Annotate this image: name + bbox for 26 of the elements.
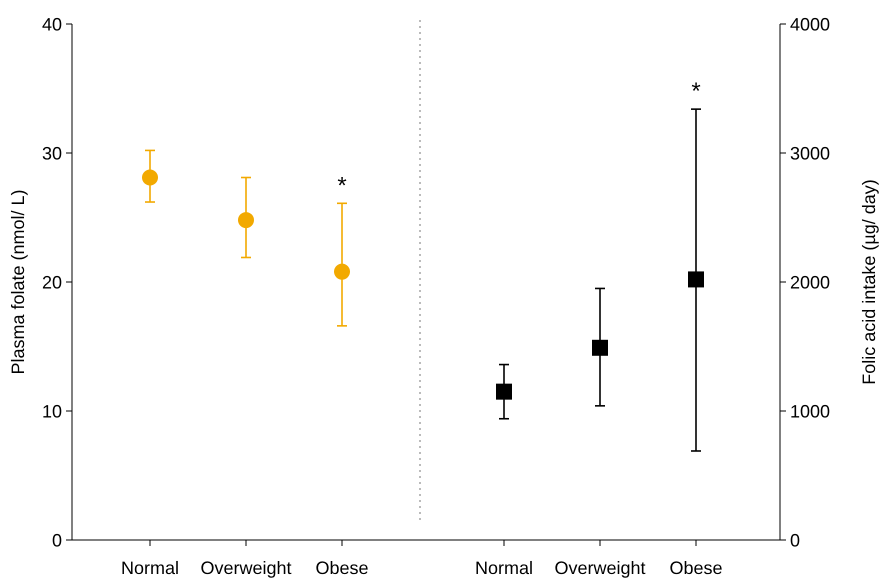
x-tick-label: Normal xyxy=(474,558,534,578)
x-tick-label: Obese xyxy=(669,558,723,578)
point xyxy=(238,212,254,228)
y2-tick-label: 0 xyxy=(790,530,800,550)
y-tick-label: 30 xyxy=(42,143,62,164)
point xyxy=(592,340,608,356)
x-tick-label: Obese xyxy=(315,558,369,578)
x-tick-label: Overweight xyxy=(554,558,646,578)
y2-tick-label: 2000 xyxy=(790,272,830,292)
point xyxy=(496,384,512,400)
point xyxy=(334,264,350,280)
x-tick-label: Normal xyxy=(120,558,180,578)
y-tick-label: 40 xyxy=(42,14,62,34)
point xyxy=(688,271,704,288)
x-tick-label: Overweight xyxy=(200,558,292,578)
y-tick-label: 20 xyxy=(42,272,62,292)
y2-tick-label: 4000 xyxy=(790,14,830,34)
annotation: * xyxy=(691,78,701,106)
y-axis-title: Plasma folate (nmol/ L) xyxy=(8,189,28,375)
y-tick-label: 0 xyxy=(52,530,62,550)
y2-axis-title: Folic acid intake (µg/ day) xyxy=(859,179,879,385)
y2-tick-label: 1000 xyxy=(790,401,830,422)
annotation: * xyxy=(337,172,347,200)
y2-tick-label: 3000 xyxy=(790,143,830,164)
point xyxy=(142,170,158,186)
y-tick-label: 10 xyxy=(42,401,62,422)
